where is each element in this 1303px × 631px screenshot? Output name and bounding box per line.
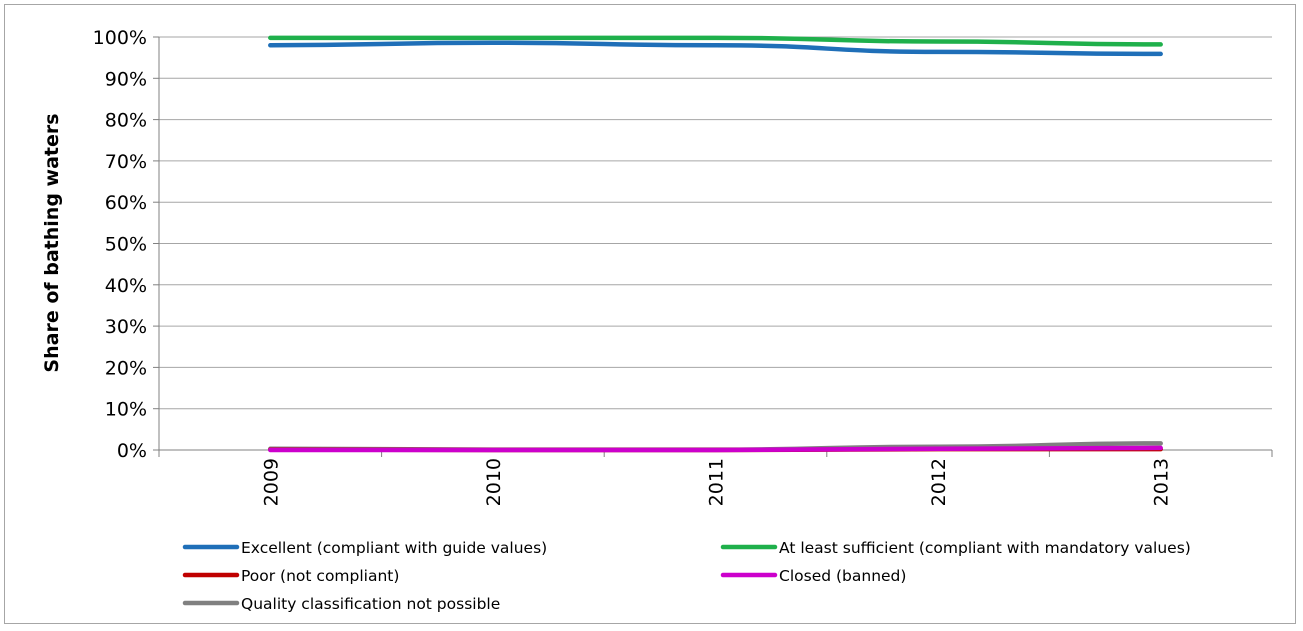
legend-label: Closed (banned) <box>779 567 906 585</box>
chart-frame <box>4 4 1296 624</box>
legend-label: Poor (not compliant) <box>241 567 399 585</box>
series-line-4 <box>268 445 1163 453</box>
y-tick-label: 40% <box>105 275 147 297</box>
y-tick-labels: 0% 10% 20% 30% 40% 50% 60% 70% 80% 90% 100% <box>93 27 147 462</box>
legend-label: Excellent (compliant with guide values) <box>241 539 547 557</box>
y-axis-label: Share of bathing waters <box>41 113 63 372</box>
y-tick-label: 20% <box>105 357 147 379</box>
series-lines <box>268 35 1163 453</box>
series-line-2 <box>268 35 1163 47</box>
axes <box>153 36 1273 457</box>
y-tick-label: 10% <box>105 399 147 421</box>
legend-label: Quality classification not possible <box>241 595 500 613</box>
y-tick-label: 90% <box>105 68 147 90</box>
series-line-1 <box>268 40 1163 57</box>
legend: Excellent (compliant with guide values) A… <box>182 539 1191 613</box>
grid-lines <box>159 36 1272 410</box>
x-tick-labels: 2009 2010 2011 2012 2013 <box>260 458 1172 506</box>
y-tick-label: 100% <box>93 27 147 49</box>
x-tick-label: 2011 <box>706 458 728 506</box>
x-tick-label: 2012 <box>928 458 950 506</box>
y-tick-label: 30% <box>105 316 147 338</box>
x-tick-label: 2009 <box>260 458 282 506</box>
x-tick-label: 2013 <box>1151 458 1173 506</box>
y-tick-label: 60% <box>105 192 147 214</box>
y-tick-label: 0% <box>117 440 147 462</box>
y-tick-label: 80% <box>105 110 147 132</box>
y-tick-label: 70% <box>105 151 147 173</box>
y-tick-label: 50% <box>105 234 147 256</box>
x-tick-label: 2010 <box>483 458 505 506</box>
legend-label: At least sufficient (compliant with mand… <box>779 539 1191 557</box>
